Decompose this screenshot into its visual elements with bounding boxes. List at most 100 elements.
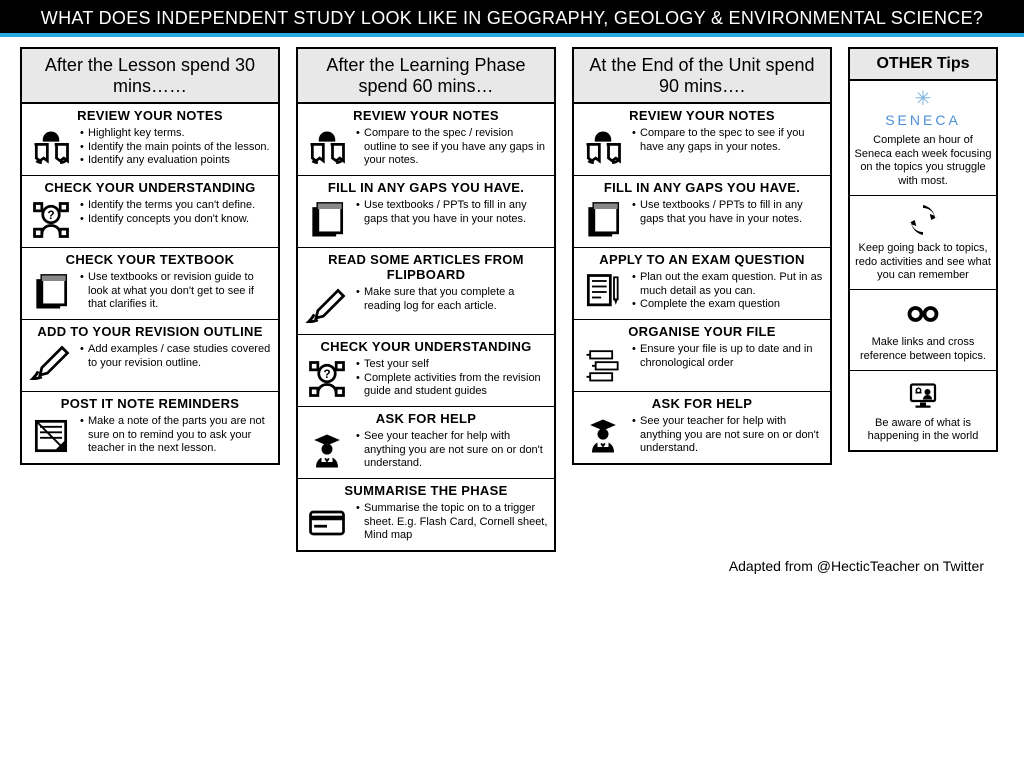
- tip-icon: [905, 202, 941, 238]
- writing-icon: [29, 342, 73, 386]
- tip-icon: [905, 377, 941, 413]
- postit-icon: [29, 414, 73, 458]
- tip-icon: [905, 296, 941, 332]
- textbook-icon: [581, 198, 625, 242]
- section: FILL IN ANY GAPS YOU HAVE.Use textbooks …: [298, 175, 554, 247]
- credit-line: Adapted from @HecticTeacher on Twitter: [0, 556, 1024, 574]
- section-bullets: Plan out the exam question. Put in as mu…: [632, 269, 824, 311]
- section: READ SOME ARTICLES FROM FLIPBOARDMake su…: [298, 247, 554, 334]
- section: REVIEW YOUR NOTES Compare to the spec / r…: [298, 104, 554, 175]
- column-after-learning-phase: After the Learning Phase spend 60 mins… …: [296, 47, 556, 552]
- section: APPLY TO AN EXAM QUESTION Plan out the ex…: [574, 247, 830, 319]
- section-bullets: Ensure your file is up to date and in ch…: [632, 341, 824, 369]
- section-bullets: Summarise the topic on to a trigger shee…: [356, 500, 548, 542]
- section: ADD TO YOUR REVISION OUTLINEAdd examples…: [22, 319, 278, 391]
- section-title: REVIEW YOUR NOTES: [304, 107, 548, 125]
- section-icon: [28, 197, 74, 243]
- bullet: Make a note of the parts you are not sur…: [80, 415, 272, 455]
- tip-icon: ✳SENECA: [885, 87, 961, 130]
- question-head-icon: [305, 357, 349, 401]
- bullet: Identify concepts you don't know.: [80, 213, 272, 226]
- tip: Be aware of what is happening in the wor…: [850, 370, 996, 451]
- bullet: Ensure your file is up to date and in ch…: [632, 343, 824, 369]
- section-bullets: Make a note of the parts you are not sur…: [80, 413, 272, 455]
- section: ORGANISE YOUR FILE Ensure your file is up…: [574, 319, 830, 391]
- section-title: CHECK YOUR UNDERSTANDING: [28, 179, 272, 197]
- section-title: ASK FOR HELP: [304, 410, 548, 428]
- section-icon: [580, 197, 626, 243]
- section-title: APPLY TO AN EXAM QUESTION: [580, 251, 824, 269]
- section-bullets: Highlight key terms.Identify the main po…: [80, 125, 272, 167]
- section-bullets: Use textbooks or revision guide to look …: [80, 269, 272, 311]
- section: CHECK YOUR UNDERSTANDINGTest your selfCo…: [298, 334, 554, 406]
- section: REVIEW YOUR NOTES Compare to the spec to …: [574, 104, 830, 175]
- section-bullets: Use textbooks / PPTs to fill in any gaps…: [356, 197, 548, 225]
- reader-icon: [305, 126, 349, 170]
- page-title-banner: WHAT DOES INDEPENDENT STUDY LOOK LIKE IN…: [0, 0, 1024, 33]
- writing-icon: [305, 285, 349, 329]
- tip-text: Be aware of what is happening in the wor…: [854, 417, 992, 445]
- column-end-of-unit: At the End of the Unit spend 90 mins…. R…: [572, 47, 832, 465]
- section-bullets: Use textbooks / PPTs to fill in any gaps…: [632, 197, 824, 225]
- question-head-icon: [29, 198, 73, 242]
- section-title: ORGANISE YOUR FILE: [580, 323, 824, 341]
- tip: Keep going back to topics, redo activiti…: [850, 195, 996, 289]
- section-bullets: Compare to the spec / revision outline t…: [356, 125, 548, 167]
- section: CHECK YOUR UNDERSTANDINGIdentify the ter…: [22, 175, 278, 247]
- tip-text: Make links and cross reference between t…: [854, 336, 992, 364]
- section: POST IT NOTE REMINDERSMake a note of the…: [22, 391, 278, 463]
- section: ASK FOR HELPSee your teacher for help wi…: [574, 391, 830, 463]
- bullet: Complete activities from the revision gu…: [356, 372, 548, 398]
- section: REVIEW YOUR NOTESHighlight key terms.Ide…: [22, 104, 278, 175]
- card-icon: [305, 501, 349, 545]
- link-icon: [905, 296, 941, 332]
- section-bullets: Compare to the spec to see if you have a…: [632, 125, 824, 153]
- seneca-logo: SENECA: [885, 112, 961, 130]
- exam-icon: [581, 270, 625, 314]
- bullet: Compare to the spec to see if you have a…: [632, 127, 824, 153]
- graduate-icon: [305, 429, 349, 473]
- section-bullets: Identify the terms you can't define.Iden…: [80, 197, 272, 225]
- section-icon: [28, 341, 74, 387]
- bullet: Use textbooks / PPTs to fill in any gaps…: [632, 199, 824, 225]
- section-title: CHECK YOUR TEXTBOOK: [28, 251, 272, 269]
- reader-icon: [581, 126, 625, 170]
- seneca-star-icon: ✳: [915, 87, 932, 112]
- bullet: Make sure that you complete a reading lo…: [356, 286, 548, 312]
- columns-container: After the Lesson spend 30 mins…… REVIEW …: [0, 37, 1024, 556]
- section-icon: [304, 125, 350, 171]
- section-icon: [580, 413, 626, 459]
- tip-text: Complete an hour of Seneca each week foc…: [854, 134, 992, 189]
- bullet: Test your self: [356, 358, 548, 371]
- bullet: Plan out the exam question. Put in as mu…: [632, 271, 824, 297]
- section-icon: [28, 125, 74, 171]
- section-icon: [304, 356, 350, 402]
- tip: ✳SENECAComplete an hour of Seneca each w…: [850, 81, 996, 195]
- section-bullets: See your teacher for help with anything …: [356, 428, 548, 470]
- section-icon: [580, 269, 626, 315]
- reader-icon: [29, 126, 73, 170]
- section-title: FILL IN ANY GAPS YOU HAVE.: [580, 179, 824, 197]
- section-icon: [580, 341, 626, 387]
- column-header: After the Learning Phase spend 60 mins…: [298, 49, 554, 104]
- bullet: See your teacher for help with anything …: [356, 430, 548, 470]
- column-header: At the End of the Unit spend 90 mins….: [574, 49, 830, 104]
- column-after-lesson: After the Lesson spend 30 mins…… REVIEW …: [20, 47, 280, 465]
- bullet: Use textbooks / PPTs to fill in any gaps…: [356, 199, 548, 225]
- monitor-icon: [905, 377, 941, 413]
- column-header: OTHER Tips: [850, 49, 996, 81]
- section-title: ASK FOR HELP: [580, 395, 824, 413]
- section-icon: [28, 269, 74, 315]
- column-header: After the Lesson spend 30 mins……: [22, 49, 278, 104]
- section-title: READ SOME ARTICLES FROM FLIPBOARD: [304, 251, 548, 284]
- file-icon: [581, 342, 625, 386]
- section-icon: [28, 413, 74, 459]
- bullet: Use textbooks or revision guide to look …: [80, 271, 272, 311]
- bullet: Add examples / case studies covered to y…: [80, 343, 272, 369]
- section-icon: [304, 284, 350, 330]
- bullet: Compare to the spec / revision outline t…: [356, 127, 548, 167]
- section: FILL IN ANY GAPS YOU HAVE. Use textbooks …: [574, 175, 830, 247]
- section-bullets: Add examples / case studies covered to y…: [80, 341, 272, 369]
- bullet: Identify the terms you can't define.: [80, 199, 272, 212]
- section-title: REVIEW YOUR NOTES: [580, 107, 824, 125]
